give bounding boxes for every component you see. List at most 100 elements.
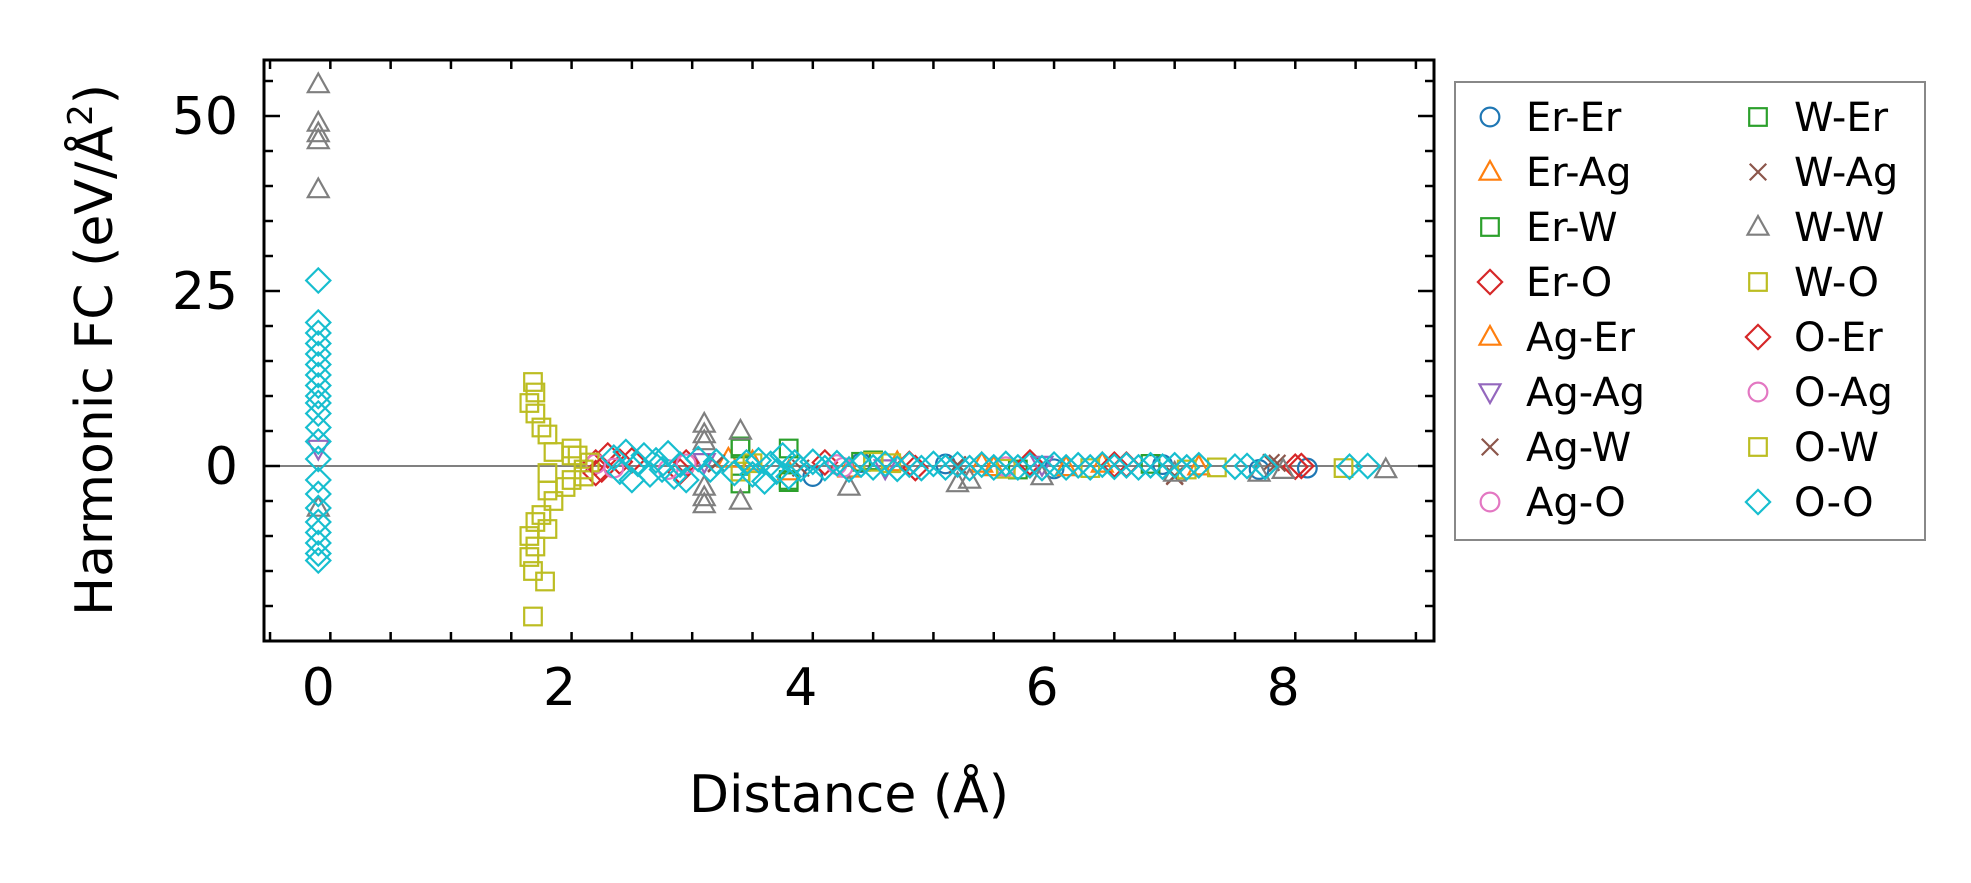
data-point [1052,453,1080,482]
data-point [778,472,799,492]
data-point [863,451,884,472]
legend-label: Er-Ag [1526,150,1631,196]
data-point [1268,454,1287,473]
x-tick-label: 6 [1025,658,1058,718]
data-point [525,536,546,557]
data-point [1270,456,1296,479]
data-point [1233,452,1261,480]
legend-marker [1748,272,1768,292]
data-point [537,424,558,445]
data-point [304,413,332,442]
data-point [573,459,594,480]
legend-label: O-O [1794,480,1874,526]
data-point [519,547,540,567]
data-point [901,454,929,482]
series-o-o [304,266,1382,575]
data-point [1004,453,1032,482]
data-point [691,484,717,507]
data-point [531,417,552,438]
legend-marker [1748,162,1768,182]
data-point [995,458,1016,479]
data-point [1354,452,1382,480]
data-point [304,427,332,456]
data-point [304,382,332,410]
legend-label: O-W [1794,425,1879,471]
legend-label: W-W [1794,205,1884,251]
data-point [1161,451,1189,479]
data-point [1373,456,1399,479]
data-point [672,466,700,494]
data-point [756,450,785,478]
data-point [907,454,936,482]
data-point [304,308,332,337]
y-axis-label-sup: 2 [61,104,101,126]
data-point [1186,453,1212,476]
data-point [1148,453,1177,481]
x-tick-label: 0 [302,658,335,718]
data-point [1088,450,1116,479]
data-point [304,518,332,547]
data-point [957,466,982,489]
data-point [1080,458,1101,478]
data-point [1251,453,1279,481]
data-point [1124,453,1153,482]
data-point [691,421,717,444]
data-point [305,127,331,150]
data-point [732,448,761,477]
data-point [525,382,546,403]
data-point [859,453,887,482]
data-point [955,454,984,482]
data-point [691,491,717,514]
data-point [304,389,332,417]
data-point [304,319,332,347]
data-point [750,467,779,496]
data-point [555,477,576,497]
data-point [787,455,815,483]
data-point [525,403,546,424]
series-o-w [561,445,1101,480]
data-point [523,606,543,627]
data-point [1053,454,1079,477]
data-point [1140,454,1161,474]
data-point [1100,453,1129,481]
axis-ticks [264,60,1434,643]
legend-marker [1477,158,1503,181]
data-point [304,466,332,494]
data-point [684,445,712,473]
data-point [1173,453,1201,482]
data-point [1064,451,1092,479]
legend-label: Er-O [1526,260,1612,306]
data-point [523,561,543,581]
x-tick-label: 8 [1267,658,1300,718]
legend-marker [1744,488,1772,516]
data-point [799,448,827,476]
data-point [561,470,582,490]
data-point [523,372,543,392]
data-point [537,480,558,501]
legend-label: Ag-Er [1526,315,1635,361]
legend-label: Ag-W [1526,425,1631,471]
data-points [304,71,1399,627]
data-point [304,539,332,568]
data-point [304,371,332,400]
data-point [535,571,555,592]
data-point [543,491,564,511]
legend-label: W-Er [1794,95,1889,141]
data-point [304,340,332,368]
legend-marker [1744,323,1772,351]
plot-frame [262,58,1436,643]
data-point [304,508,332,536]
data-point [728,487,753,510]
data-point [1221,453,1249,481]
data-point [642,446,670,475]
series-w-o [519,372,1354,627]
data-point [305,120,331,143]
data-point [304,445,332,473]
data-point [519,393,540,413]
legend-marker [1747,381,1769,403]
legend-label: Ag-O [1526,480,1626,526]
x-tick-label: 2 [543,658,576,718]
legend: Er-Er Er-Ag Er-W Er-O Ag-Er Ag-Ag Ag-W Ag-O W-Er… [1454,81,1926,541]
data-point [1136,451,1165,479]
y-axis-label: Harmonic FC (eV/Å2) [61,84,125,616]
